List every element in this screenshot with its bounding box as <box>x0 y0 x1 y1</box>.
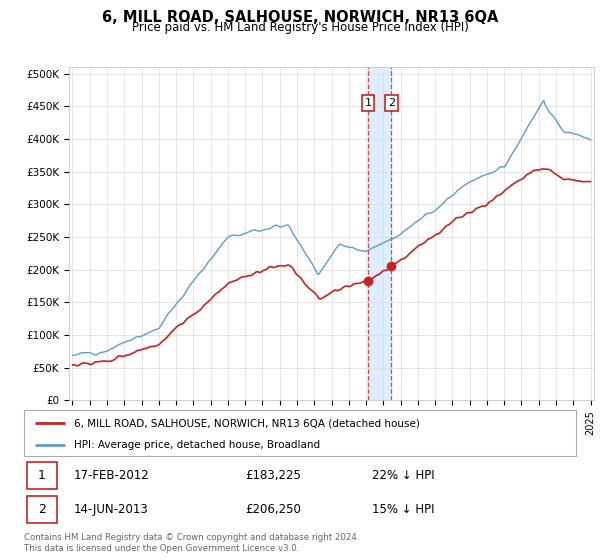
Text: 15% ↓ HPI: 15% ↓ HPI <box>372 503 434 516</box>
Text: Price paid vs. HM Land Registry's House Price Index (HPI): Price paid vs. HM Land Registry's House … <box>131 21 469 34</box>
Text: 6, MILL ROAD, SALHOUSE, NORWICH, NR13 6QA: 6, MILL ROAD, SALHOUSE, NORWICH, NR13 6Q… <box>102 10 498 25</box>
Bar <box>368 67 391 400</box>
Text: HPI: Average price, detached house, Broadland: HPI: Average price, detached house, Broa… <box>74 440 320 450</box>
Text: 22% ↓ HPI: 22% ↓ HPI <box>372 469 434 482</box>
Text: 1: 1 <box>38 469 46 482</box>
Bar <box>27 462 57 489</box>
Text: 17-FEB-2012: 17-FEB-2012 <box>74 469 149 482</box>
Text: £206,250: £206,250 <box>245 503 301 516</box>
Text: 6, MILL ROAD, SALHOUSE, NORWICH, NR13 6QA (detached house): 6, MILL ROAD, SALHOUSE, NORWICH, NR13 6Q… <box>74 418 419 428</box>
Text: Contains HM Land Registry data © Crown copyright and database right 2024.
This d: Contains HM Land Registry data © Crown c… <box>24 533 359 553</box>
Text: 14-JUN-2013: 14-JUN-2013 <box>74 503 148 516</box>
Text: £183,225: £183,225 <box>245 469 301 482</box>
Text: 2: 2 <box>388 98 395 108</box>
Text: 2: 2 <box>38 503 46 516</box>
Bar <box>27 496 57 522</box>
Text: 1: 1 <box>365 98 371 108</box>
